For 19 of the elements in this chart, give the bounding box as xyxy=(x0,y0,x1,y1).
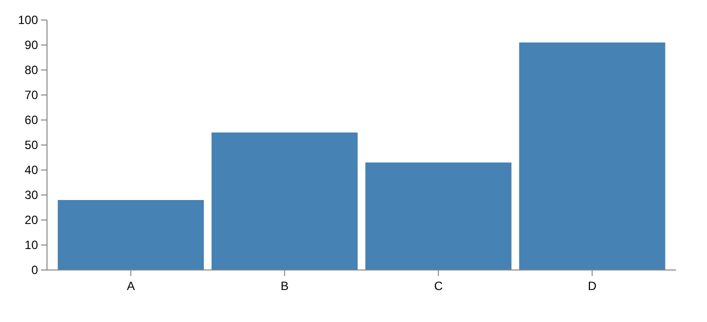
x-tick-label: D xyxy=(588,279,597,293)
x-tick-label: C xyxy=(434,279,444,293)
y-tick-label: 0 xyxy=(31,262,38,277)
x-tick-label: A xyxy=(126,279,135,293)
y-tick-label: 80 xyxy=(24,62,38,77)
bar xyxy=(58,200,204,270)
x-tick-label: B xyxy=(280,279,289,293)
y-tick-label: 10 xyxy=(24,238,38,252)
y-tick-label: 20 xyxy=(24,212,38,227)
y-tick-label: 90 xyxy=(24,38,38,52)
bar xyxy=(212,132,358,270)
y-tick-label: 60 xyxy=(24,112,38,127)
y-tick-label: 30 xyxy=(24,188,38,202)
bar xyxy=(519,42,666,270)
bar xyxy=(365,162,512,270)
y-tick-label: 70 xyxy=(24,88,38,102)
y-tick-label: 50 xyxy=(24,138,38,152)
y-tick-label: 40 xyxy=(24,162,38,177)
y-tick-label: 100 xyxy=(18,12,38,27)
